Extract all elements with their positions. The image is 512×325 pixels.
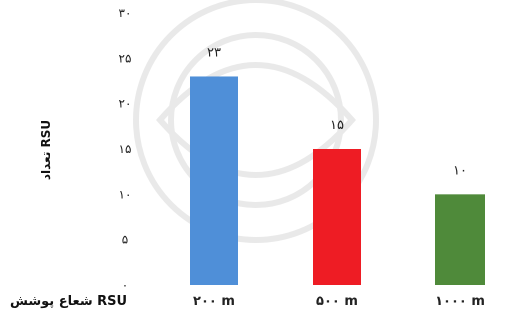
data-label: ۱۵	[330, 118, 344, 133]
bar	[190, 76, 238, 285]
bar	[313, 149, 361, 285]
y-tick-label: ۳۰	[119, 6, 132, 20]
y-tick-label: ۲۰	[119, 97, 132, 111]
y-axis: ۰ ۵ ۱۰ ۱۵ ۲۰ ۲۵ ۳۰	[119, 6, 132, 292]
bars	[190, 76, 485, 285]
y-tick-label: ۲۵	[119, 51, 132, 65]
y-axis-title: تعداد RSU	[39, 120, 53, 180]
y-tick-label: ۱۰	[119, 187, 132, 201]
y-tick-label: ۱۵	[119, 142, 132, 156]
data-label: ۲۳	[207, 45, 221, 60]
x-axis: ۲۰۰ m ۵۰۰ m ۱۰۰۰ m	[193, 294, 485, 309]
y-tick-label: ۵	[122, 233, 128, 247]
data-label: ۱۰	[453, 163, 467, 178]
y-tick-label: ۰	[122, 278, 128, 292]
x-tick-label: ۲۰۰ m	[193, 294, 235, 309]
bar	[435, 194, 485, 285]
data-labels: ۲۳ ۱۵ ۱۰	[207, 45, 467, 178]
x-axis-title: شعاع پوشش RSU	[10, 294, 127, 309]
x-tick-label: ۱۰۰۰ m	[435, 294, 485, 309]
x-tick-label: ۵۰۰ m	[316, 294, 358, 309]
